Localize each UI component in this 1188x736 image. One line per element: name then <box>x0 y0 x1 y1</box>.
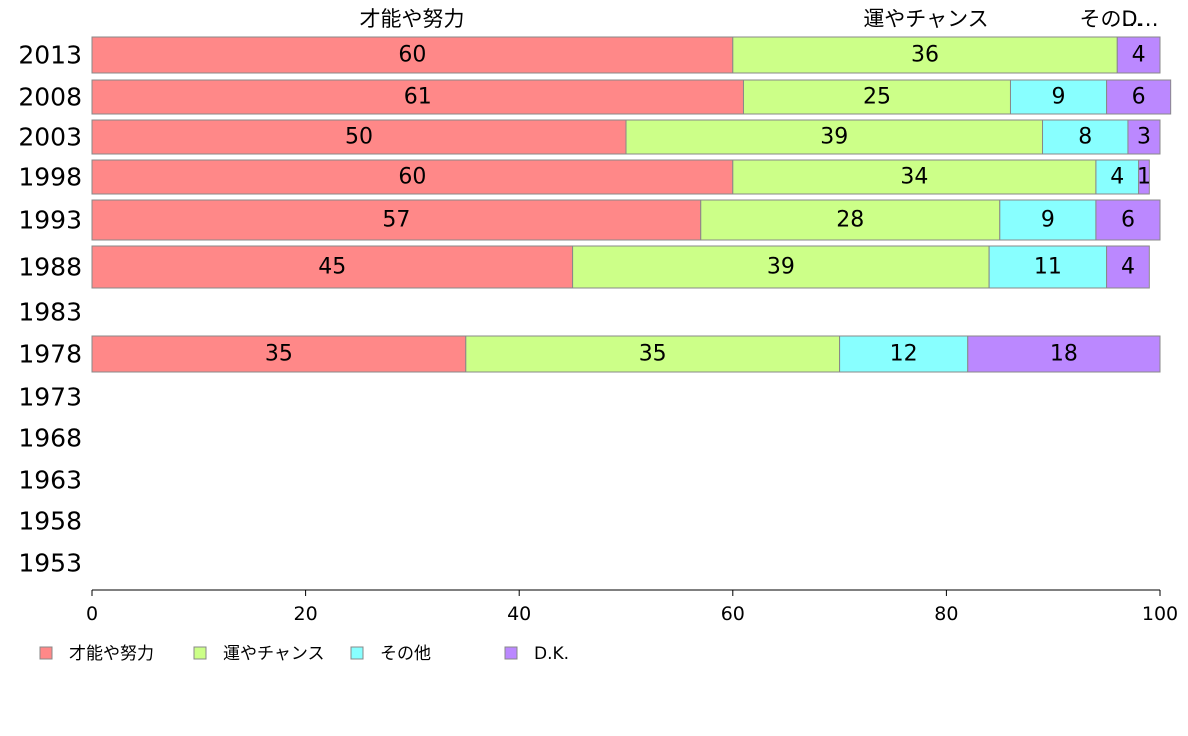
category-label: 1968 <box>18 424 82 453</box>
bar-segment <box>1095 199 1161 241</box>
bar-segment <box>1009 79 1108 115</box>
legend-swatch <box>504 646 518 660</box>
data-label: 4 <box>1132 43 1146 68</box>
bar-segment <box>91 36 734 74</box>
data-label: 60 <box>398 165 426 190</box>
bar-segment <box>839 335 969 373</box>
legend-label: 運やチャンス <box>223 644 325 664</box>
series-top-label: D… <box>1121 7 1158 31</box>
x-tick-label: 80 <box>934 603 958 625</box>
category-label: 1988 <box>18 253 82 282</box>
bar-segment <box>742 79 1011 115</box>
category-label: 1998 <box>18 163 82 192</box>
data-label: 45 <box>318 255 346 280</box>
x-tick-label: 100 <box>1142 603 1178 625</box>
x-tick-label: 20 <box>294 603 318 625</box>
x-tick-label: 60 <box>721 603 745 625</box>
data-label: 39 <box>820 125 848 150</box>
category-label: 1983 <box>18 298 82 327</box>
data-label: 34 <box>900 165 928 190</box>
category-label: 1953 <box>18 549 82 578</box>
bar-segment <box>1127 119 1161 155</box>
legend-swatch <box>193 646 207 660</box>
category-label: 2013 <box>18 41 82 70</box>
data-label: 39 <box>767 255 795 280</box>
bar-segment <box>91 119 627 155</box>
data-label: 4 <box>1121 255 1135 280</box>
data-label: 60 <box>398 43 426 68</box>
bar-segment <box>1042 119 1129 155</box>
bar-segment <box>732 36 1118 74</box>
data-label: 8 <box>1078 125 1092 150</box>
bar-segment <box>91 199 702 241</box>
data-label: 35 <box>639 342 667 367</box>
bar-segment <box>1116 36 1161 74</box>
bar-segment <box>625 119 1044 155</box>
data-label: 6 <box>1121 208 1135 233</box>
legend-swatch <box>350 646 364 660</box>
legend-label: 才能や努力 <box>69 644 154 664</box>
data-label: 35 <box>265 342 293 367</box>
x-tick-label: 40 <box>507 603 531 625</box>
category-label: 1993 <box>18 206 82 235</box>
bar-segment <box>732 159 1097 195</box>
data-label: 50 <box>345 125 373 150</box>
legend-label: その他 <box>380 644 431 664</box>
data-label: 25 <box>863 85 891 110</box>
bar-segment <box>465 335 841 373</box>
category-label: 1973 <box>18 383 82 412</box>
data-label: 12 <box>890 342 918 367</box>
data-label: 28 <box>836 208 864 233</box>
data-label: 9 <box>1041 208 1055 233</box>
bar-segment <box>999 199 1097 241</box>
bar-segment <box>1138 159 1150 195</box>
category-label: 1978 <box>18 340 82 369</box>
data-label: 1 <box>1137 165 1151 190</box>
legend-swatch <box>39 646 53 660</box>
bar-segment <box>1095 159 1140 195</box>
category-label: 1963 <box>18 466 82 495</box>
data-label: 61 <box>404 85 432 110</box>
data-label: 9 <box>1052 85 1066 110</box>
legend-label: D.K. <box>534 644 569 664</box>
bar-segment <box>91 335 467 373</box>
bar-segment <box>91 79 744 115</box>
category-label: 1958 <box>18 507 82 536</box>
category-label: 2003 <box>18 123 82 152</box>
bar-segment <box>91 159 734 195</box>
bar-segment <box>572 245 990 289</box>
data-label: 36 <box>911 43 939 68</box>
bar-segment <box>967 335 1161 373</box>
bar-segment <box>1106 245 1150 289</box>
data-label: 4 <box>1110 165 1124 190</box>
series-top-label: 才能や努力 <box>360 7 465 31</box>
series-top-label: その… <box>1080 7 1143 31</box>
data-label: 11 <box>1034 255 1062 280</box>
bar-segment <box>1106 79 1172 115</box>
category-label: 2008 <box>18 83 82 112</box>
data-label: 57 <box>382 208 410 233</box>
x-tick-label: 0 <box>86 603 98 625</box>
bar-segment <box>700 199 1001 241</box>
series-top-label: 運やチャンス <box>863 7 988 31</box>
data-label: 3 <box>1137 125 1151 150</box>
data-label: 6 <box>1132 85 1146 110</box>
bar-segment <box>91 245 574 289</box>
data-label: 18 <box>1050 342 1078 367</box>
